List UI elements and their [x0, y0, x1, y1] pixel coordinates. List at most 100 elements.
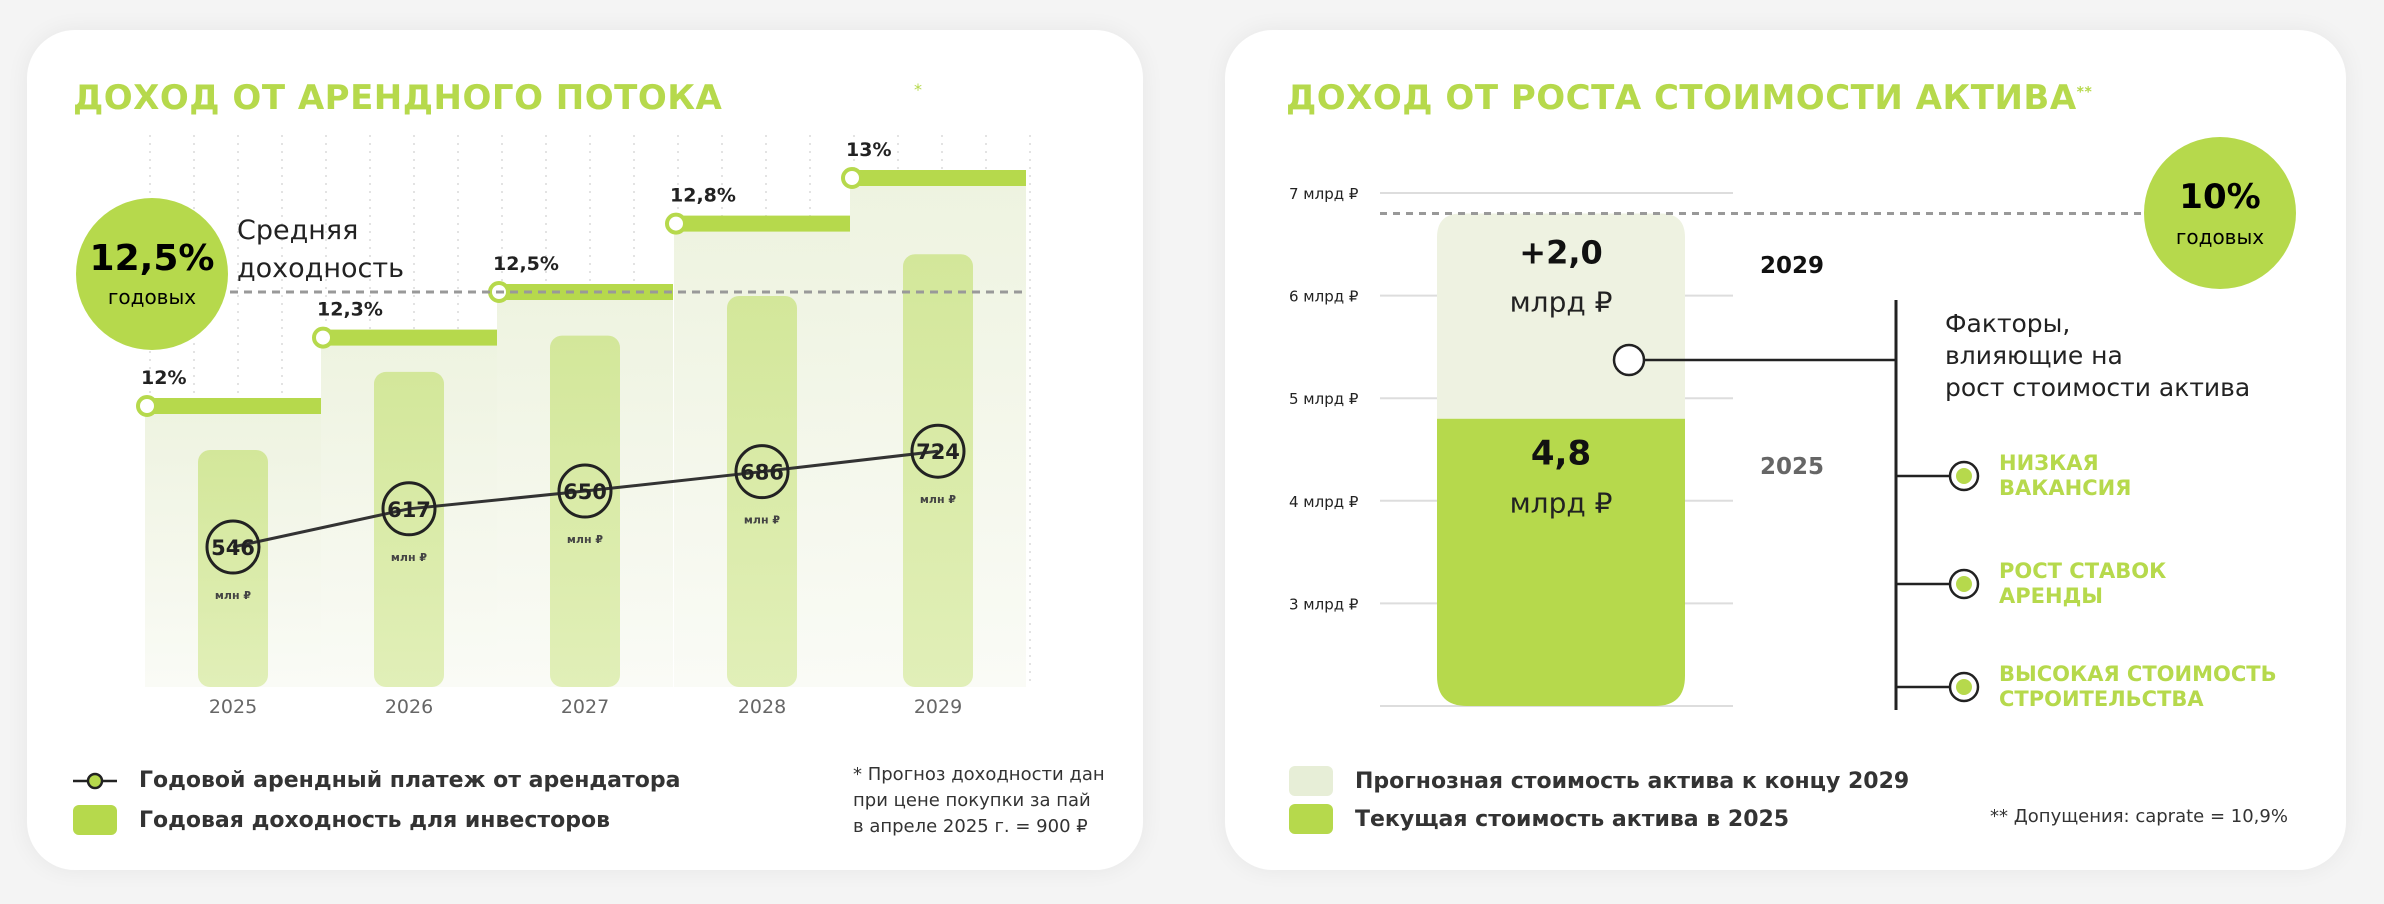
factor-label-line: АРЕНДЫ	[1999, 584, 2104, 608]
x-tick-label: 2027	[561, 696, 609, 718]
current-value: 4,8	[1531, 434, 1591, 474]
light-swatch-icon	[1289, 766, 1333, 796]
avg-yield-label: Средняя доходность	[237, 212, 404, 288]
rent-value-label: 686	[740, 461, 784, 485]
yield-label: 12,3%	[317, 299, 383, 321]
forecast-value: +2,0	[1519, 234, 1603, 272]
legend-label: Прогнозная стоимость актива к концу 2029	[1355, 768, 1910, 794]
factor-marker-dot	[1956, 576, 1972, 592]
yield-step	[850, 170, 1026, 186]
investor-bar	[903, 254, 973, 687]
factors-line: влияющие на	[1945, 341, 2123, 370]
rent-value-label: 546	[211, 536, 255, 560]
factor-label-line: ВАКАНСИЯ	[1999, 476, 2132, 500]
factors-line: Факторы,	[1945, 309, 2071, 338]
legend-label: Годовой арендный платеж от арендатора	[139, 768, 681, 793]
x-tick-label: 2028	[738, 696, 786, 718]
footnote-line: * Прогноз доходности дан	[853, 764, 1105, 785]
left-title-mark: *	[914, 80, 922, 99]
green-swatch-icon	[1289, 804, 1333, 834]
right-footnote: ** Допущения: caprate = 10,9%	[1990, 806, 2288, 827]
yield-step	[674, 215, 850, 232]
factor-label-line: НИЗКАЯ	[1999, 451, 2099, 475]
investor-bar	[198, 450, 268, 687]
right-title: ДОХОД ОТ РОСТА СТОИМОСТИ АКТИВА**	[1286, 78, 2092, 118]
y-tick-label: 5 млрд ₽	[1289, 390, 1359, 408]
legend-label: Текущая стоимость актива в 2025	[1355, 806, 1790, 832]
factors-line: рост стоимости актива	[1945, 373, 2251, 402]
factor-label-line: РОСТ СТАВОК	[1999, 559, 2167, 583]
rent-point	[381, 481, 437, 537]
footnote-line: в апреле 2025 г. = 900 ₽	[853, 816, 1088, 837]
factor-label-line: СТРОИТЕЛЬСТВА	[1999, 687, 2204, 711]
legend-item-current: Текущая стоимость актива в 2025	[1289, 804, 1789, 834]
factor-marker-dot	[1956, 679, 1972, 695]
yield-label: 12%	[141, 367, 186, 389]
line-marker-icon	[73, 772, 117, 789]
right-title-mark: **	[2076, 84, 2093, 101]
factor-label: РОСТ СТАВОК АРЕНДЫ	[1999, 559, 2166, 609]
footnote-line: при цене покупки за пай	[853, 790, 1091, 811]
legend-item-rent: Годовой арендный платеж от арендатора	[73, 768, 680, 793]
year-label-2029: 2029	[1760, 253, 1824, 279]
legend-item-forecast: Прогнозная стоимость актива к концу 2029	[1289, 766, 1909, 796]
growth-value: 10%	[2179, 177, 2261, 217]
avg-label-line2: доходность	[237, 253, 405, 284]
rent-point	[910, 423, 966, 479]
connector-node	[1612, 343, 1646, 377]
green-swatch-icon	[73, 805, 117, 835]
rent-unit-label: млн ₽	[744, 514, 780, 527]
avg-yield-value: 12,5%	[89, 238, 215, 279]
y-tick-label: 3 млрд ₽	[1289, 595, 1359, 613]
investor-bar	[550, 335, 620, 687]
factors-title: Факторы, влияющие на рост стоимости акти…	[1945, 308, 2250, 404]
factor-marker-dot	[1956, 468, 1972, 484]
rent-unit-label: млн ₽	[215, 589, 251, 602]
rent-unit-label: млн ₽	[391, 551, 427, 564]
current-unit: млрд ₽	[1510, 487, 1613, 520]
yield-marker	[841, 167, 863, 189]
rent-unit-label: млн ₽	[920, 493, 956, 506]
yield-marker	[312, 326, 334, 349]
rent-point	[734, 444, 790, 500]
factor-label-line: ВЫСОКАЯ СТОИМОСТЬ	[1999, 662, 2277, 686]
yield-marker	[665, 212, 687, 235]
rent-point	[557, 463, 613, 519]
yield-label: 13%	[846, 139, 891, 161]
avg-yield-unit: годовых	[107, 285, 197, 309]
x-tick-label: 2029	[914, 696, 962, 718]
legend-label: Годовая доходность для инвесторов	[139, 807, 611, 833]
rent-value-label: 650	[563, 480, 607, 504]
y-tick-label: 6 млрд ₽	[1289, 288, 1359, 306]
y-tick-label: 7 млрд ₽	[1289, 185, 1359, 203]
growth-unit: годовых	[2175, 225, 2265, 249]
legend-item-yield: Годовая доходность для инвесторов	[73, 805, 610, 835]
avg-label-line1: Средняя	[237, 215, 359, 246]
right-title-text: ДОХОД ОТ РОСТА СТОИМОСТИ АКТИВА	[1286, 78, 2077, 118]
investor-bar	[374, 371, 444, 687]
avg-yield-badge: 12,5% годовых	[76, 198, 228, 350]
rent-payment-line	[232, 449, 939, 549]
y-tick-label: 4 млрд ₽	[1289, 493, 1359, 511]
left-title: ДОХОД ОТ АРЕНДНОГО ПОТОКА	[73, 78, 723, 118]
annual-growth-badge: 10% годовых	[2144, 137, 2296, 289]
factor-label: ВЫСОКАЯ СТОИМОСТЬ СТРОИТЕЛЬСТВА	[1999, 662, 2277, 712]
yield-marker	[136, 395, 158, 417]
forecast-unit: млрд ₽	[1510, 286, 1613, 319]
investor-bar	[727, 296, 797, 687]
left-footnote: * Прогноз доходности дан при цене покупк…	[853, 762, 1105, 840]
yield-label: 12,5%	[493, 253, 559, 275]
x-tick-label: 2026	[385, 696, 433, 718]
yield-step	[145, 398, 321, 414]
rent-value-label: 617	[387, 498, 431, 522]
factor-label: НИЗКАЯ ВАКАНСИЯ	[1999, 451, 2131, 501]
yield-step	[321, 329, 497, 346]
x-tick-label: 2025	[209, 696, 257, 718]
rent-unit-label: млн ₽	[567, 533, 603, 546]
current-segment	[1437, 418, 1685, 706]
year-label-2025: 2025	[1760, 454, 1824, 480]
rent-value-label: 724	[916, 440, 960, 464]
yield-label: 12,8%	[670, 185, 736, 207]
